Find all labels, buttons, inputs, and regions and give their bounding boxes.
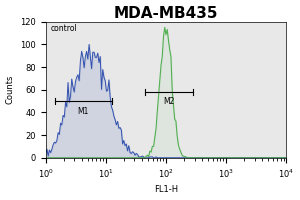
Text: control: control xyxy=(50,24,77,33)
Y-axis label: Counts: Counts xyxy=(6,75,15,104)
Text: M1: M1 xyxy=(77,107,89,116)
Text: M2: M2 xyxy=(163,97,175,106)
Title: MDA-MB435: MDA-MB435 xyxy=(114,6,218,21)
X-axis label: FL1-H: FL1-H xyxy=(154,185,178,194)
